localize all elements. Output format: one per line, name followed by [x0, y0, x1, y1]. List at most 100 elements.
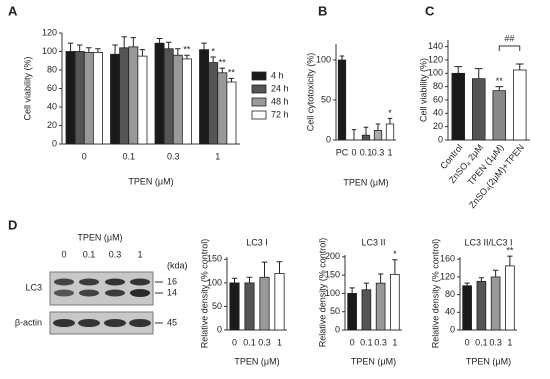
y-tick-label: 0: [217, 324, 222, 334]
y-tick-label: 150: [325, 269, 340, 279]
error-bar: [175, 48, 181, 56]
error-bar: [349, 287, 355, 294]
bar: [451, 72, 466, 141]
error-bar: [276, 261, 283, 274]
bar: [229, 282, 240, 331]
bar: [492, 90, 507, 141]
row-label: LC3: [25, 282, 42, 292]
error-bar: [246, 276, 253, 283]
x-tick-label: 0: [232, 337, 237, 347]
marker-label: 14: [167, 287, 177, 297]
x-tick-label: 0.3: [258, 337, 271, 347]
bar: [65, 51, 76, 145]
chart: LC3 I Relative density (% control) TPEN (μ…: [199, 237, 287, 366]
error-bar: [95, 48, 101, 53]
x-tick-label: 0.3: [167, 151, 180, 161]
y-tick-label: 160: [440, 254, 455, 264]
error-bar: [363, 126, 369, 136]
y-tick-label: 100: [42, 46, 57, 56]
y-axis-label: Relative density (% control): [199, 239, 209, 349]
bar: [128, 46, 139, 145]
x-tick-label: 0.3: [372, 147, 385, 157]
panel-label: D: [8, 217, 17, 232]
error-bar: [339, 55, 345, 60]
bar: [154, 42, 165, 145]
y-tick-label: 20: [433, 121, 443, 131]
panel-label: A: [8, 3, 18, 18]
error-bar: [464, 282, 470, 286]
bar: [512, 69, 527, 141]
error-bar: [139, 49, 146, 57]
error-bar: [210, 56, 216, 63]
bracket: [498, 45, 521, 51]
y-tick-label: 40: [47, 101, 57, 111]
y-tick-label: 200: [325, 251, 340, 261]
y-tick-label: 0: [438, 134, 443, 144]
bar: [110, 53, 121, 145]
legend-label: 24 h: [271, 83, 289, 93]
bar: [74, 51, 85, 145]
y-tick-label: 50: [330, 306, 340, 316]
significance: **: [228, 68, 236, 78]
chart-title: LC3 II: [361, 237, 385, 247]
y-tick-label: 120: [42, 27, 57, 37]
y-tick-label: 100: [207, 277, 222, 287]
x-tick-label: 1: [215, 151, 220, 161]
error-bar: [261, 261, 268, 278]
error-bar: [507, 255, 513, 266]
bar: [361, 134, 371, 141]
x-tick-label: 1: [277, 337, 282, 347]
error-bar: [363, 282, 370, 290]
bracket-label: ##: [504, 33, 514, 43]
x-axis-label: TPEN (μM): [466, 356, 511, 366]
bar: [83, 52, 94, 145]
row-label: β-actin: [15, 317, 42, 327]
bar: [361, 289, 372, 331]
bar: [217, 72, 228, 145]
x-axis-label: TPEN (μM): [343, 177, 388, 187]
error-bar: [121, 36, 127, 48]
x-tick-label: 0.1: [122, 151, 135, 161]
y-axis-label: Cell viability (%): [418, 58, 428, 122]
error-bar: [515, 63, 524, 70]
error-bar: [351, 129, 357, 140]
y-tick-label: 140: [428, 41, 443, 51]
chart-title: LC3 II/LC3 I: [464, 237, 512, 247]
bar: [92, 52, 103, 145]
x-tick-label: 0: [350, 337, 355, 347]
x-tick-label: 0.3: [489, 337, 502, 347]
error-bar: [495, 86, 504, 91]
error-bar: [375, 123, 381, 131]
x-tick-label: 1: [387, 147, 392, 157]
y-tick-label: 120: [440, 271, 455, 281]
x-tick-label: 0: [351, 147, 356, 157]
x-tick-label: 0: [82, 151, 87, 161]
blot-membrane: [49, 271, 154, 306]
bar: [347, 293, 357, 331]
marker-label: 16: [167, 276, 177, 286]
x-tick-label: 0: [465, 337, 470, 347]
error-bar: [86, 47, 92, 53]
bands: [53, 278, 151, 327]
bar: [181, 58, 192, 145]
y-axis-label: Relative density (% control): [430, 239, 440, 349]
bar: [505, 265, 515, 331]
x-tick-label: PC: [336, 147, 349, 157]
significance: *: [211, 46, 215, 56]
y-tick-label: 80: [445, 289, 455, 299]
x-axis-label: TPEN (μM): [351, 356, 396, 366]
x-tick-label: 0.3: [374, 337, 387, 347]
y-tick-label: 0: [450, 324, 455, 334]
bar: [373, 129, 383, 141]
y-tick-label: 60: [47, 83, 57, 93]
bar: [385, 123, 395, 141]
bar: [471, 78, 486, 141]
bar: [490, 276, 501, 331]
bar: [259, 276, 270, 331]
y-tick-label: 0: [52, 138, 57, 148]
legend-swatch: [251, 84, 267, 94]
lane-label: 0: [61, 249, 66, 259]
